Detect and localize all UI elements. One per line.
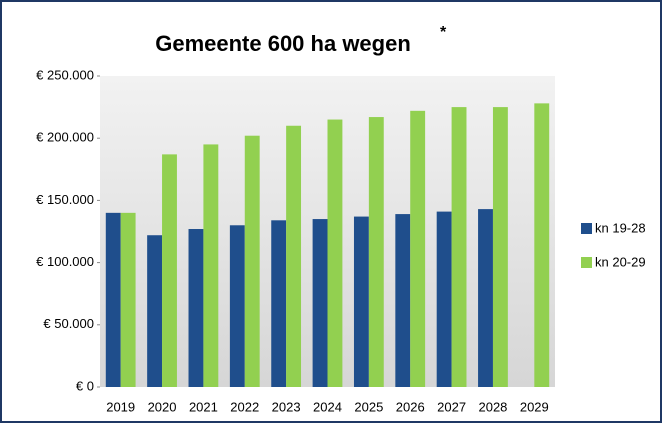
y-tick-label: € 50.000 [43,316,94,331]
bar [120,212,136,387]
bar [436,211,452,387]
bar [395,214,411,387]
bar [368,117,384,387]
bar [492,107,508,387]
bar [478,209,493,387]
bar [244,135,260,387]
bar [229,225,245,387]
x-tick-label: 2021 [189,399,218,414]
x-tick-label: 2020 [148,399,177,414]
bar [353,216,369,387]
bar [534,103,550,388]
bar [188,229,204,387]
x-tick-label: 2022 [230,399,259,414]
bar [162,154,177,387]
legend-label: kn 20-29 [595,254,646,269]
y-tick-label: € 100.000 [36,254,94,269]
bar [410,110,426,387]
x-tick-label: 2023 [272,399,301,414]
legend-swatch [581,257,592,268]
x-tick-label: 2025 [354,399,383,414]
chart-title: Gemeente 600 ha wegen [155,31,411,56]
x-tick-label: 2024 [313,399,342,414]
bar [286,125,302,387]
y-tick-label: € 200.000 [36,130,94,145]
bar [203,144,219,387]
y-tick-label: € 250.000 [36,67,94,82]
bar [271,220,287,387]
bar [327,119,343,387]
x-tick-label: 2026 [396,399,425,414]
y-tick-label: € 0 [76,378,94,393]
x-tick-label: 2029 [520,399,549,414]
legend-swatch [581,223,592,234]
bar [105,212,121,387]
x-tick-label: 2019 [106,399,135,414]
bar [147,235,163,387]
legend-label: kn 19-28 [595,220,646,235]
x-tick-label: 2027 [437,399,466,414]
y-tick-label: € 150.000 [36,192,94,207]
title-note: * [440,24,447,41]
bar [312,219,328,387]
x-tick-label: 2028 [478,399,507,414]
bar [451,107,467,387]
